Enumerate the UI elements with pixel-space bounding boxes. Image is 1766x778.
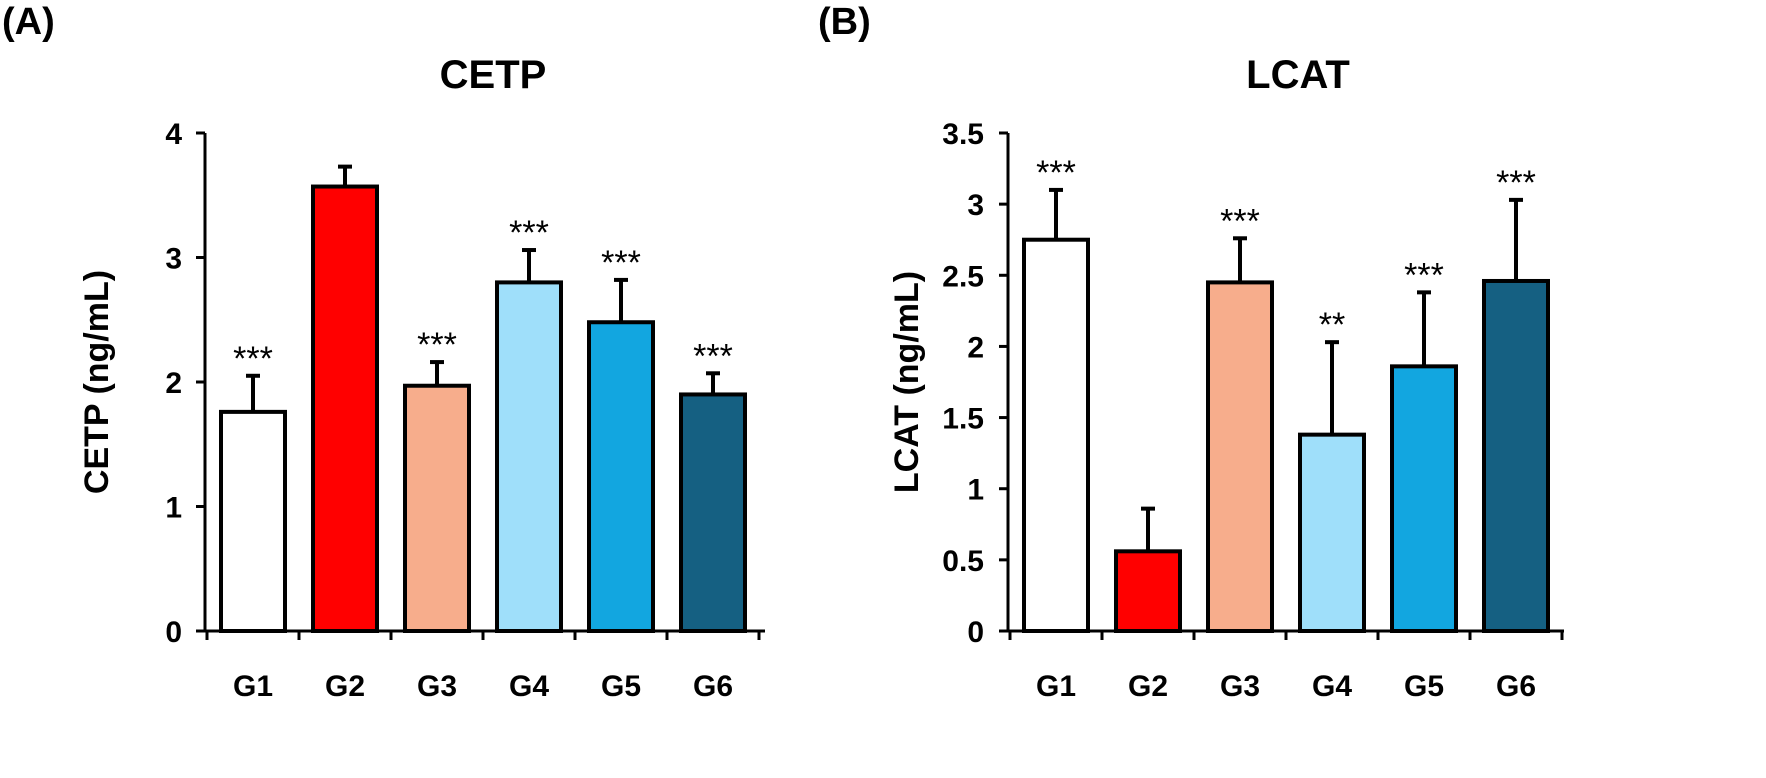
- x-tick-label: G4: [1312, 670, 1352, 703]
- y-tick-label: 0: [165, 616, 182, 649]
- bar-g4: [1298, 432, 1366, 633]
- y-tick-label: 3.5: [942, 118, 984, 151]
- bar-g3: [403, 383, 471, 633]
- significance-label: ***: [601, 244, 641, 282]
- y-tick-label: 2: [165, 367, 182, 400]
- x-tick-label: G1: [233, 670, 273, 703]
- panel-a: (A) CETP CETP (ng/mL) 0 1 2 3 4 G1 *** G2 G3 *** G4 **…: [2, 1, 765, 703]
- bar-g6: [679, 392, 747, 634]
- y-tick-label: 4: [165, 118, 182, 151]
- y-tick-label: 3: [165, 243, 182, 276]
- bar-g1: [219, 409, 287, 633]
- x-tick-label: G6: [693, 670, 733, 703]
- x-tick-label: G5: [601, 670, 641, 703]
- panel-label: (A): [2, 1, 55, 43]
- x-tick-label: G1: [1036, 670, 1076, 703]
- significance-label: ***: [233, 340, 273, 378]
- bar-g2: [1114, 549, 1182, 634]
- significance-label: ***: [1220, 202, 1260, 240]
- significance-label: **: [1319, 306, 1345, 344]
- bar-g6: [1482, 278, 1550, 633]
- bar-g3: [1206, 280, 1274, 633]
- x-tick-label: G3: [417, 670, 457, 703]
- bar-g4: [495, 280, 563, 633]
- significance-label: ***: [1496, 164, 1536, 202]
- y-tick-label: 2: [967, 331, 984, 364]
- x-tick-label: G5: [1404, 670, 1444, 703]
- y-tick-label: 1: [165, 492, 182, 525]
- significance-label: ***: [1404, 256, 1444, 294]
- chart-title: CETP: [440, 53, 547, 97]
- significance-label: ***: [509, 214, 549, 252]
- x-tick-label: G2: [325, 670, 365, 703]
- panel-label: (B): [818, 1, 871, 43]
- bar-g2: [311, 184, 379, 633]
- chart-title: LCAT: [1246, 53, 1350, 97]
- y-tick-label: 3: [967, 189, 984, 222]
- significance-label: ***: [417, 326, 457, 364]
- y-tick-label: 2.5: [942, 260, 984, 293]
- y-tick-label: 1.5: [942, 403, 984, 436]
- x-tick-label: G3: [1220, 670, 1260, 703]
- x-tick-label: G2: [1128, 670, 1168, 703]
- x-tick-label: G4: [509, 670, 549, 703]
- significance-label: ***: [1036, 154, 1076, 192]
- bar-g5: [1390, 364, 1458, 633]
- bar-g5: [587, 320, 655, 633]
- y-tick-label: 0.5: [942, 545, 984, 578]
- y-tick-label: 1: [967, 474, 984, 507]
- y-tick-label: 0: [967, 616, 984, 649]
- y-axis-label: CETP (ng/mL): [78, 270, 116, 494]
- significance-label: ***: [693, 337, 733, 375]
- y-axis-label: LCAT (ng/mL): [888, 271, 926, 493]
- x-tick-label: G6: [1496, 670, 1536, 703]
- bar-g1: [1022, 237, 1090, 633]
